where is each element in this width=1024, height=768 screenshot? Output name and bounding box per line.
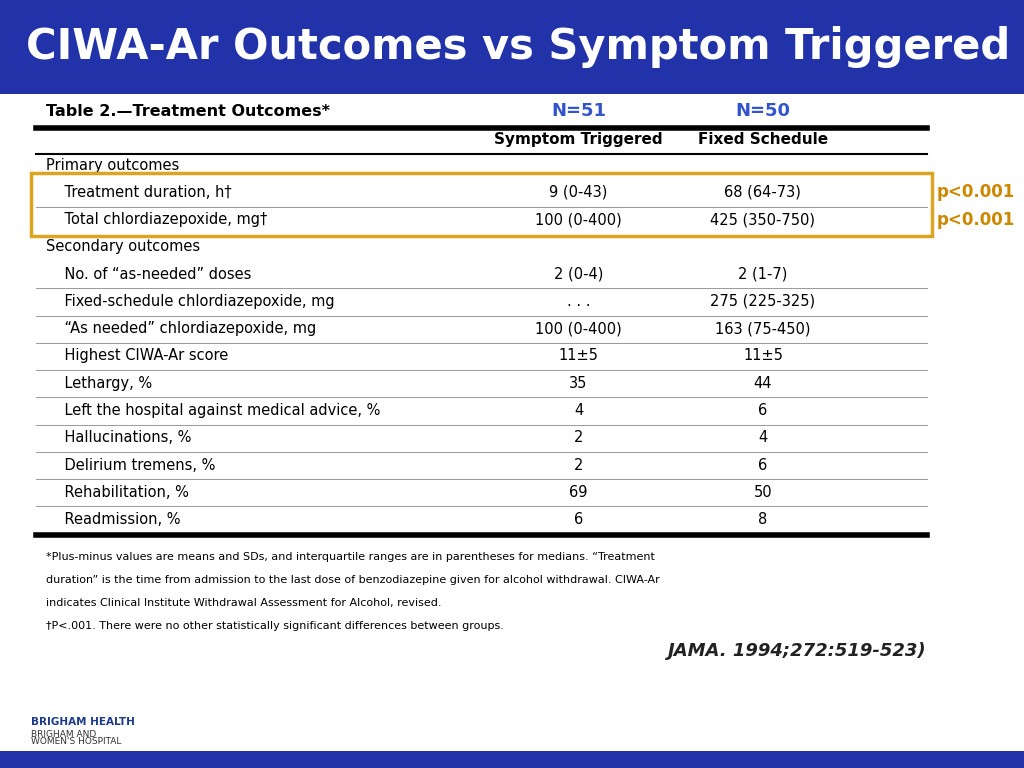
Text: 2: 2 — [573, 430, 584, 445]
Text: indicates Clinical Institute Withdrawal Assessment for Alcohol, revised.: indicates Clinical Institute Withdrawal … — [46, 598, 441, 608]
Text: 8: 8 — [758, 512, 768, 527]
Text: 2: 2 — [573, 458, 584, 472]
Text: 44: 44 — [754, 376, 772, 391]
Text: Secondary outcomes: Secondary outcomes — [46, 240, 201, 254]
Text: *Plus-minus values are means and SDs, and interquartile ranges are in parenthese: *Plus-minus values are means and SDs, an… — [46, 552, 655, 562]
Text: Hallucinations, %: Hallucinations, % — [46, 430, 191, 445]
Text: Treatment duration, h†: Treatment duration, h† — [46, 185, 231, 200]
Text: Delirium tremens, %: Delirium tremens, % — [46, 458, 215, 472]
Text: N=50: N=50 — [735, 102, 791, 121]
Text: Fixed Schedule: Fixed Schedule — [697, 132, 828, 147]
Text: 11±5: 11±5 — [559, 349, 598, 363]
Text: 4: 4 — [573, 403, 584, 418]
Text: duration” is the time from admission to the last dose of benzodiazepine given fo: duration” is the time from admission to … — [46, 575, 659, 585]
Text: JAMA. 1994;272:519-523): JAMA. 1994;272:519-523) — [668, 642, 927, 660]
Text: 425 (350-750): 425 (350-750) — [711, 212, 815, 227]
Text: No. of “as-needed” doses: No. of “as-needed” doses — [46, 266, 252, 282]
Text: 2 (0-4): 2 (0-4) — [554, 266, 603, 282]
Text: Readmission, %: Readmission, % — [46, 512, 180, 527]
Text: 68 (64-73): 68 (64-73) — [724, 185, 802, 200]
Text: Fixed-schedule chlordiazepoxide, mg: Fixed-schedule chlordiazepoxide, mg — [46, 294, 335, 309]
Text: 11±5: 11±5 — [743, 349, 782, 363]
Text: BRIGHAM HEALTH: BRIGHAM HEALTH — [31, 717, 134, 727]
Text: 9 (0-43): 9 (0-43) — [549, 185, 608, 200]
Text: Total chlordiazepoxide, mg†: Total chlordiazepoxide, mg† — [46, 212, 267, 227]
Text: Highest CIWA-Ar score: Highest CIWA-Ar score — [46, 349, 228, 363]
Text: Lethargy, %: Lethargy, % — [46, 376, 153, 391]
Text: Rehabilitation, %: Rehabilitation, % — [46, 485, 189, 500]
Text: 163 (75-450): 163 (75-450) — [715, 321, 811, 336]
Text: . . .: . . . — [567, 294, 590, 309]
Text: Symptom Triggered: Symptom Triggered — [495, 132, 663, 147]
Text: 35: 35 — [569, 376, 588, 391]
Text: 6: 6 — [573, 512, 584, 527]
Text: “As needed” chlordiazepoxide, mg: “As needed” chlordiazepoxide, mg — [46, 321, 316, 336]
Text: 6: 6 — [758, 403, 768, 418]
Text: 2 (1-7): 2 (1-7) — [738, 266, 787, 282]
Text: 275 (225-325): 275 (225-325) — [711, 294, 815, 309]
Text: Primary outcomes: Primary outcomes — [46, 157, 179, 173]
Text: 69: 69 — [569, 485, 588, 500]
Text: 100 (0-400): 100 (0-400) — [536, 212, 622, 227]
Text: CIWA-Ar Outcomes vs Symptom Triggered: CIWA-Ar Outcomes vs Symptom Triggered — [26, 26, 1010, 68]
Text: 100 (0-400): 100 (0-400) — [536, 321, 622, 336]
Text: WOMEN'S HOSPITAL: WOMEN'S HOSPITAL — [31, 737, 121, 746]
Bar — [0, 0, 1024, 94]
Text: p<0.001: p<0.001 — [937, 184, 1015, 201]
Text: BRIGHAM AND: BRIGHAM AND — [31, 730, 96, 739]
Text: 6: 6 — [758, 458, 768, 472]
Text: 4: 4 — [758, 430, 768, 445]
Text: p<0.001: p<0.001 — [937, 210, 1015, 229]
Text: Left the hospital against medical advice, %: Left the hospital against medical advice… — [46, 403, 381, 418]
Text: †P<.001. There were no other statistically significant differences between group: †P<.001. There were no other statistical… — [46, 621, 504, 631]
Bar — [0, 751, 1024, 768]
Text: 50: 50 — [754, 485, 772, 500]
Text: N=51: N=51 — [551, 102, 606, 121]
Text: Table 2.—Treatment Outcomes*: Table 2.—Treatment Outcomes* — [46, 104, 330, 119]
